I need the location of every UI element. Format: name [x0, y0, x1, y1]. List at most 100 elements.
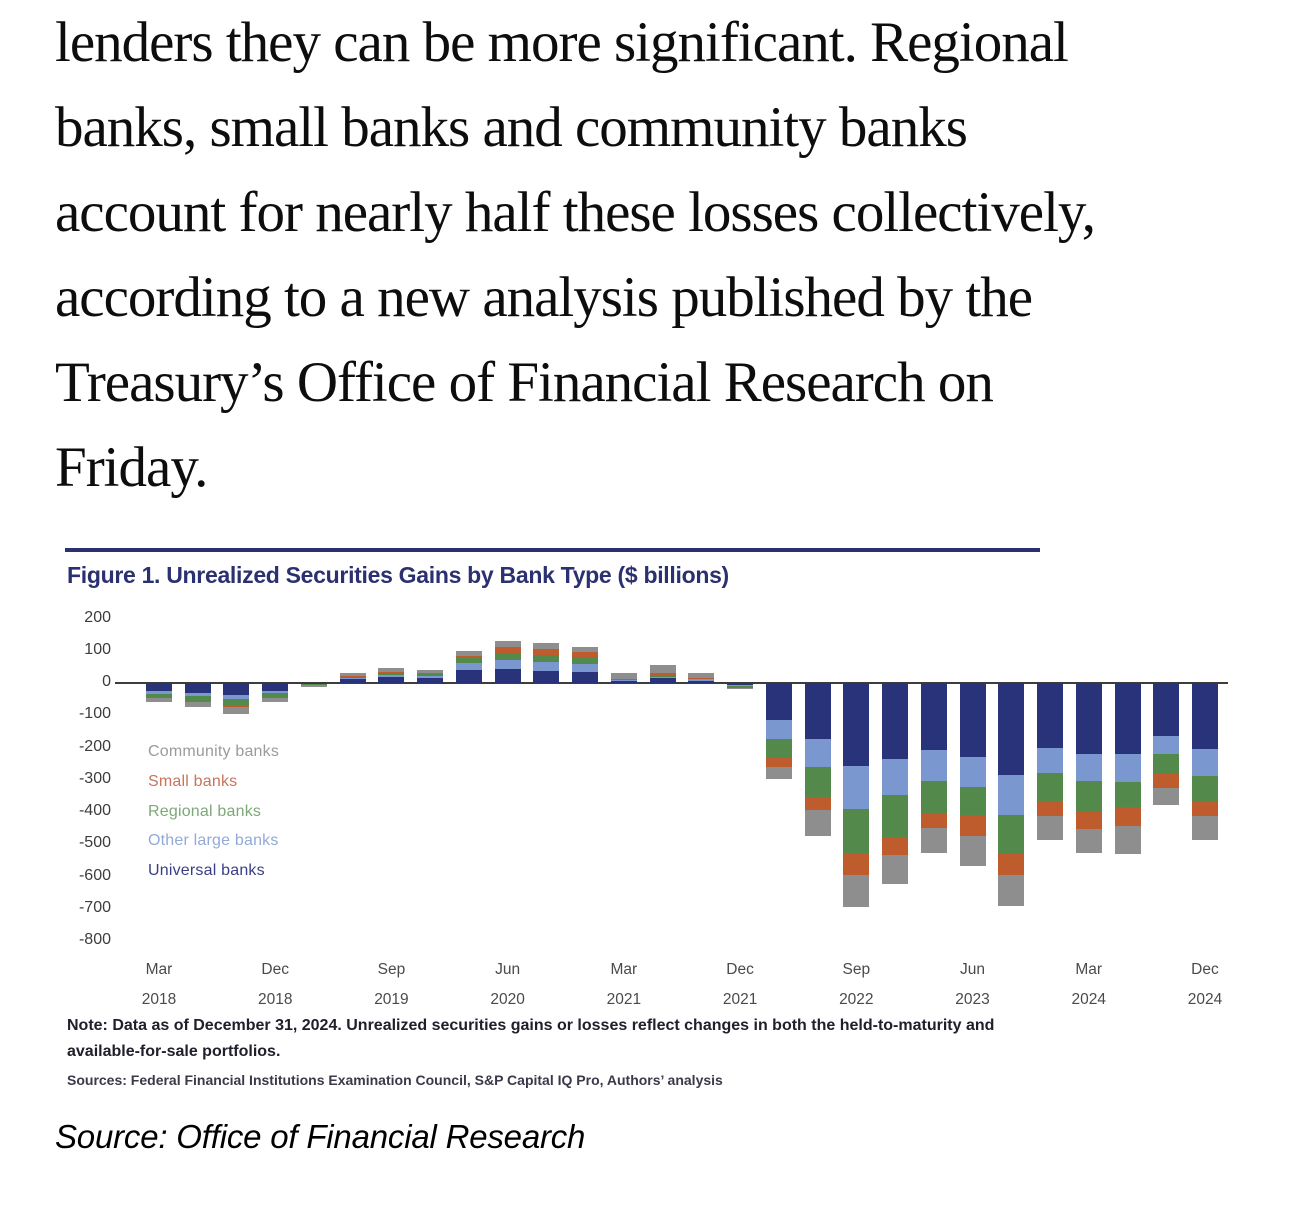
- bar-segment-community-banks: [610, 673, 637, 680]
- legend-item-small-banks: Small banks: [148, 772, 238, 790]
- x-tick-month: Sep: [842, 961, 871, 978]
- figure-title: Figure 1. Unrealized Securities Gains by…: [67, 562, 729, 588]
- x-tick-month: Sep: [377, 961, 406, 978]
- bar-segment-universal-banks: [727, 683, 754, 685]
- bar-segment-other-large-banks: [688, 679, 715, 681]
- bar-segment-community-banks: [339, 673, 366, 676]
- bar-segment-community-banks: [1153, 787, 1180, 805]
- x-tick-month: Mar: [610, 961, 638, 978]
- bar-segment-regional-banks: [572, 656, 599, 664]
- bar-segment-universal-banks: [533, 671, 560, 683]
- bar-segment-small-banks: [533, 648, 560, 655]
- y-axis-tick-label: -500: [78, 834, 111, 852]
- x-tick-month: Dec: [726, 961, 754, 978]
- bar-segment-universal-banks: [610, 681, 637, 683]
- bar-segment-universal-banks: [262, 683, 289, 691]
- x-axis-tick-label: Jun 2023: [928, 955, 1018, 1015]
- bar-segment-community-banks: [533, 643, 560, 649]
- article-paragraph-line: lenders they can be more significant. Re…: [55, 11, 1069, 74]
- bar-segment-universal-banks: [1153, 683, 1180, 736]
- bar-segment-universal-banks: [1037, 683, 1064, 748]
- bar-segment-universal-banks: [378, 676, 405, 683]
- bar-segment-universal-banks: [417, 678, 444, 683]
- x-axis-tick-label: Dec 2021: [695, 955, 785, 1015]
- bar-segment-other-large-banks: [417, 676, 444, 679]
- bar-segment-community-banks: [1075, 829, 1102, 853]
- y-axis-tick-label: -800: [78, 931, 111, 948]
- x-tick-month: Jun: [495, 961, 521, 978]
- bar-segment-regional-banks: [146, 693, 172, 698]
- bar-segment-small-banks: [184, 701, 211, 703]
- bar-segment-regional-banks: [1037, 773, 1064, 802]
- bar-segment-community-banks: [417, 670, 444, 674]
- bar-segment-small-banks: [417, 673, 444, 675]
- bar-segment-small-banks: [339, 675, 366, 677]
- x-tick-year: 2024: [1071, 991, 1106, 1008]
- bar-segment-universal-banks: [1114, 683, 1141, 754]
- article-paragraph-line: according to a new analysis published by…: [55, 266, 1033, 329]
- bar-segment-regional-banks: [765, 739, 792, 759]
- x-tick-year: 2018: [257, 991, 293, 1008]
- bar-segment-community-banks: [1037, 815, 1064, 841]
- y-axis-tick-label: -100: [78, 705, 111, 723]
- bar-segment-community-banks: [649, 665, 676, 673]
- bar-segment-regional-banks: [494, 652, 521, 661]
- bar-segment-small-banks: [262, 697, 289, 698]
- y-axis-tick-label: 100: [84, 640, 111, 658]
- bar-segment-small-banks: [804, 796, 831, 811]
- bar-segment-small-banks: [959, 815, 986, 836]
- bar-segment-other-large-banks: [882, 759, 909, 795]
- bar-segment-other-large-banks: [1114, 753, 1141, 783]
- bar-segment-other-large-banks: [339, 677, 366, 679]
- article-paragraph-line: account for nearly half these losses col…: [55, 181, 1096, 244]
- bar-segment-universal-banks: [572, 672, 599, 683]
- bar-segment-regional-banks: [339, 676, 366, 678]
- x-axis-tick-label: Sep 2019: [346, 955, 436, 1015]
- bar-segment-regional-banks: [1191, 775, 1218, 803]
- y-axis-tick-label: 200: [84, 608, 111, 626]
- bar-segment-regional-banks: [300, 683, 327, 685]
- figure-note: Note: Data as of December 31, 2024. Unre…: [67, 1017, 995, 1060]
- x-tick-year: 2020: [490, 991, 525, 1008]
- article-paragraph-line: Treasury’s Office of Financial Research …: [55, 351, 994, 414]
- bar-segment-universal-banks: [882, 683, 909, 760]
- bar-segment-small-banks: [1075, 811, 1102, 830]
- bar-segment-other-large-banks: [610, 680, 637, 682]
- bar-segment-regional-banks: [998, 815, 1025, 854]
- y-axis-tick-label: -300: [78, 769, 111, 787]
- bar-segment-other-large-banks: [920, 750, 947, 782]
- bar-segment-regional-banks: [843, 808, 870, 853]
- bar-segment-small-banks: [1191, 802, 1218, 816]
- bar-segment-small-banks: [882, 836, 909, 855]
- bar-segment-other-large-banks: [1075, 753, 1102, 781]
- bar-segment-regional-banks: [378, 673, 405, 676]
- article-paragraph-line: banks, small banks and community banks: [55, 96, 968, 159]
- bar-segment-community-banks: [184, 702, 211, 708]
- bar-segment-regional-banks: [1075, 780, 1102, 812]
- bar-segment-universal-banks: [1191, 683, 1218, 750]
- bar-segment-regional-banks: [455, 658, 482, 664]
- article-paragraph-line: Friday.: [55, 436, 208, 499]
- bar-segment-universal-banks: [455, 670, 482, 683]
- bar-segment-other-large-banks: [765, 720, 792, 740]
- x-axis-tick-label: Dec 2018: [230, 955, 320, 1015]
- bar-segment-small-banks: [1037, 801, 1064, 816]
- x-tick-year: 2019: [374, 991, 409, 1008]
- bar-segment-other-large-banks: [572, 663, 599, 673]
- bar-segment-regional-banks: [649, 674, 676, 677]
- bar-segment-small-banks: [494, 647, 521, 653]
- x-tick-month: Jun: [960, 961, 986, 978]
- x-tick-year: 2024: [1187, 991, 1223, 1008]
- bar-segment-regional-banks: [959, 786, 986, 816]
- bar-segment-other-large-banks: [1153, 735, 1180, 754]
- bar-segment-other-large-banks: [455, 663, 482, 671]
- bar-segment-small-banks: [843, 852, 870, 876]
- x-axis-tick-label: Mar 2024: [1044, 955, 1134, 1015]
- bar-segment-other-large-banks: [649, 676, 676, 679]
- bar-segment-other-large-banks: [843, 765, 870, 809]
- bar-segment-regional-banks: [1114, 782, 1141, 808]
- bar-segment-regional-banks: [610, 679, 637, 681]
- y-axis-tick-label: -600: [78, 866, 111, 884]
- x-axis-tick-label: Dec 2024: [1160, 955, 1250, 1015]
- bar-segment-other-large-banks: [1191, 749, 1218, 776]
